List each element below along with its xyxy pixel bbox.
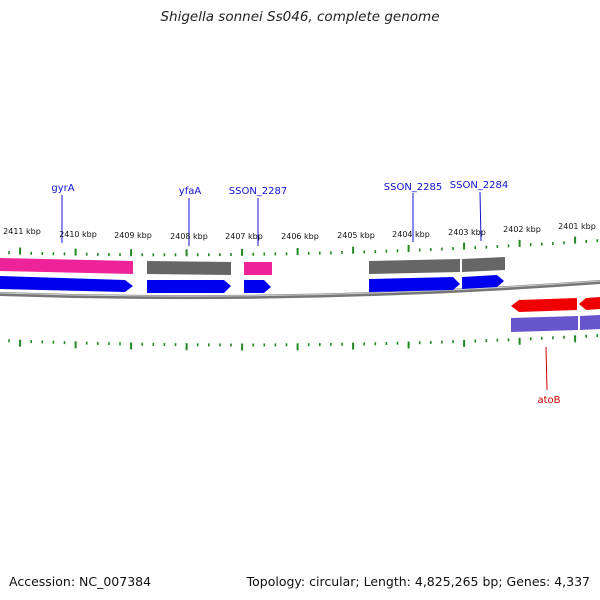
gene-label-SSON_2287: SSON_2287: [229, 186, 288, 197]
gene-label-yfaA: yfaA: [179, 186, 202, 197]
cds-arrow-SSON_2285: [369, 277, 460, 292]
genome-backbone-highlight: [0, 280, 600, 297]
ruler-label: 2405 kbp: [337, 231, 375, 240]
cds-arrow-reverse: [579, 297, 600, 310]
ruler-label: 2409 kbp: [114, 231, 152, 240]
feature-block-purple: [580, 315, 600, 330]
accession-text: Accession: NC_007384: [9, 574, 152, 589]
ruler-label: 2406 kbp: [281, 232, 319, 241]
ruler-label: 2403 kbp: [448, 228, 486, 237]
cds-track-reverse: [511, 297, 600, 312]
cds-arrow-yfaA: [147, 280, 231, 293]
feature-block-gray: [462, 257, 505, 272]
gene-label-gyrA: gyrA: [51, 183, 74, 194]
ruler-label: 2407 kbp: [225, 232, 263, 241]
feature-block-purple: [511, 316, 578, 332]
feature-block-pink: [244, 262, 272, 275]
gene-label-atoB: atoB: [537, 395, 560, 406]
map-title: Shigella sonnei Ss046, complete genome: [160, 9, 440, 25]
gene-label-SSON_2284: SSON_2284: [450, 180, 509, 191]
feature-block-pink: [0, 258, 133, 274]
feature-block-gray: [369, 259, 460, 274]
gene-labels: gyrA yfaA SSON_2287 SSON_2285 SSON_2284 …: [51, 180, 560, 406]
cds-arrow-atoB: [511, 298, 577, 312]
ruler-label: 2411 kbp: [3, 227, 41, 236]
ruler-label: 2404 kbp: [392, 230, 430, 239]
gene-label-SSON_2285: SSON_2285: [384, 182, 443, 193]
feature-track-upper: [0, 257, 505, 275]
upper-ruler: [8, 236, 599, 257]
gene-label-lines: [61, 191, 548, 391]
feature-block-gray: [147, 261, 231, 275]
cds-arrow-SSON_2284: [462, 275, 504, 289]
ruler-labels: 2411 kbp 2410 kbp 2409 kbp 2408 kbp 2407…: [3, 222, 596, 241]
leader-SSON_2284: [479, 191, 482, 242]
lower-ruler: [8, 334, 599, 351]
cds-track-forward: [0, 275, 504, 293]
ruler-label: 2401 kbp: [558, 222, 596, 231]
genome-stats-text: Topology: circular; Length: 4,825,265 bp…: [246, 574, 590, 589]
ruler-label: 2410 kbp: [59, 230, 97, 239]
ruler-label: 2402 kbp: [503, 225, 541, 234]
cds-arrow-SSON_2287: [244, 280, 271, 293]
cds-arrow-gyrA: [0, 276, 133, 292]
leader-atoB: [545, 346, 548, 391]
genome-backbone: [0, 280, 600, 300]
ruler-label: 2408 kbp: [170, 232, 208, 241]
feature-track-lower: [511, 315, 600, 332]
